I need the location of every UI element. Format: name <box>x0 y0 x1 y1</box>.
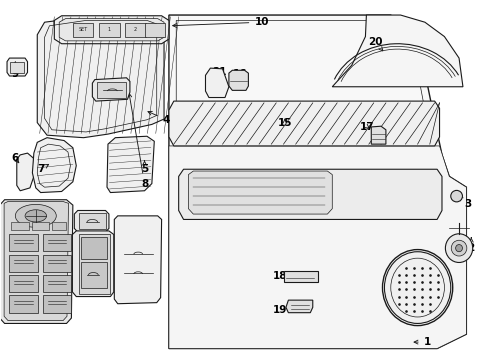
FancyBboxPatch shape <box>11 222 29 230</box>
Polygon shape <box>42 296 71 313</box>
Text: 13: 13 <box>147 223 161 265</box>
FancyBboxPatch shape <box>144 23 164 37</box>
Text: 15: 15 <box>277 118 292 128</box>
Text: 7: 7 <box>37 164 48 174</box>
Text: SET: SET <box>78 27 87 32</box>
Polygon shape <box>188 171 331 214</box>
Polygon shape <box>178 169 441 220</box>
Ellipse shape <box>450 190 462 202</box>
FancyBboxPatch shape <box>81 262 107 288</box>
Polygon shape <box>17 153 34 191</box>
Polygon shape <box>32 138 76 193</box>
Text: 4: 4 <box>148 111 170 125</box>
Text: 2: 2 <box>133 27 137 32</box>
Polygon shape <box>4 202 68 320</box>
FancyBboxPatch shape <box>52 222 65 230</box>
FancyBboxPatch shape <box>79 234 110 294</box>
Polygon shape <box>168 146 466 348</box>
FancyBboxPatch shape <box>79 213 106 229</box>
Polygon shape <box>9 255 38 272</box>
FancyBboxPatch shape <box>81 237 107 259</box>
Text: 14: 14 <box>75 213 90 230</box>
Text: 10: 10 <box>172 17 268 27</box>
Text: 12: 12 <box>7 256 21 266</box>
Polygon shape <box>74 211 109 232</box>
Ellipse shape <box>445 234 472 262</box>
Text: 2: 2 <box>467 238 474 253</box>
Polygon shape <box>9 275 38 292</box>
Ellipse shape <box>450 240 466 256</box>
Polygon shape <box>107 136 154 193</box>
Text: 5: 5 <box>141 161 148 174</box>
FancyBboxPatch shape <box>10 62 24 73</box>
Polygon shape <box>331 15 462 87</box>
Text: 17: 17 <box>359 122 374 132</box>
Text: 11: 11 <box>85 235 100 263</box>
FancyBboxPatch shape <box>97 82 126 98</box>
Text: 21: 21 <box>211 67 226 80</box>
Polygon shape <box>168 15 466 348</box>
Polygon shape <box>42 255 71 272</box>
Polygon shape <box>228 70 248 90</box>
Polygon shape <box>54 16 168 44</box>
Polygon shape <box>42 275 71 292</box>
FancyBboxPatch shape <box>99 23 120 37</box>
Polygon shape <box>72 231 114 297</box>
Polygon shape <box>42 234 71 251</box>
Text: 6: 6 <box>12 153 19 163</box>
Polygon shape <box>9 234 38 251</box>
Polygon shape <box>37 17 163 138</box>
Polygon shape <box>0 200 73 323</box>
Text: 16: 16 <box>232 69 246 79</box>
Ellipse shape <box>15 204 56 227</box>
FancyBboxPatch shape <box>32 222 49 230</box>
Polygon shape <box>9 296 38 313</box>
Polygon shape <box>168 101 439 146</box>
Polygon shape <box>114 216 161 304</box>
Polygon shape <box>205 68 228 98</box>
Polygon shape <box>92 78 130 101</box>
Text: 18: 18 <box>272 271 296 281</box>
Ellipse shape <box>455 244 462 252</box>
Polygon shape <box>59 19 163 41</box>
Polygon shape <box>370 126 385 144</box>
Text: 9: 9 <box>12 62 19 79</box>
Text: 3: 3 <box>458 197 470 210</box>
FancyBboxPatch shape <box>283 271 317 282</box>
Text: 1: 1 <box>413 337 430 347</box>
Text: 8: 8 <box>127 93 148 189</box>
FancyBboxPatch shape <box>73 23 93 37</box>
FancyBboxPatch shape <box>125 23 145 37</box>
Text: 20: 20 <box>367 37 382 51</box>
Ellipse shape <box>384 252 450 323</box>
Polygon shape <box>285 300 312 313</box>
Text: 19: 19 <box>272 305 298 315</box>
Text: 1: 1 <box>108 27 111 32</box>
Polygon shape <box>7 58 27 76</box>
Ellipse shape <box>25 210 46 222</box>
